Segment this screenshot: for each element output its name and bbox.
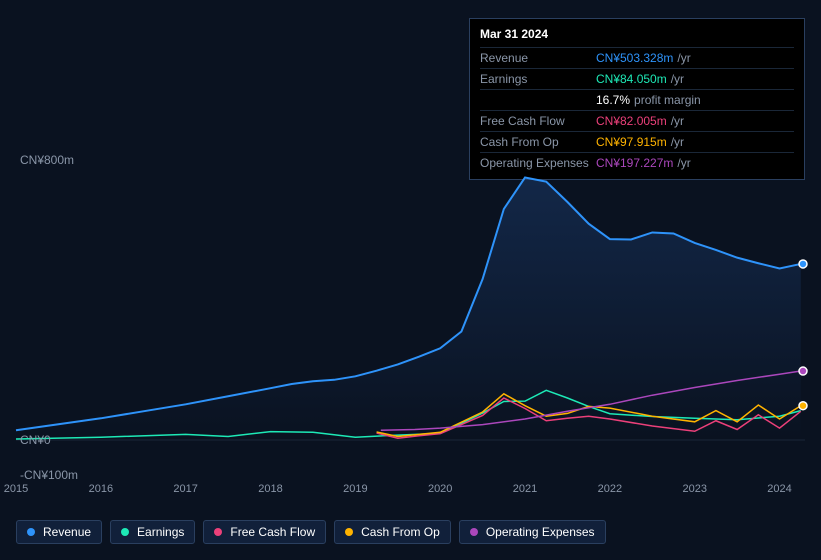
x-tick-label: 2016 <box>89 483 113 495</box>
tooltip-row: Free Cash FlowCN¥82.005m/yr <box>480 110 794 131</box>
tooltip-label <box>480 93 596 107</box>
tooltip-label: Cash From Op <box>480 135 596 149</box>
x-tick-label: 2017 <box>173 483 197 495</box>
chart-legend: Revenue Earnings Free Cash Flow Cash From O… <box>16 520 606 544</box>
tooltip-row: 16.7% profit margin <box>480 89 794 110</box>
end-marker-opex <box>799 367 807 375</box>
tooltip-row: RevenueCN¥503.328m/yr <box>480 47 794 68</box>
tooltip-value: 16.7% <box>596 93 630 107</box>
x-tick-label: 2024 <box>767 483 791 495</box>
legend-item-fcf[interactable]: Free Cash Flow <box>203 520 326 544</box>
legend-label: Cash From Op <box>361 525 440 539</box>
tooltip-value: CN¥82.005m <box>596 114 667 128</box>
legend-dot-icon <box>27 528 35 536</box>
x-tick-label: 2020 <box>428 483 452 495</box>
x-tick-label: 2021 <box>513 483 537 495</box>
tooltip-suffix: /yr <box>677 51 690 65</box>
legend-item-revenue[interactable]: Revenue <box>16 520 102 544</box>
tooltip-suffix: profit margin <box>634 93 701 107</box>
legend-item-cfo[interactable]: Cash From Op <box>334 520 451 544</box>
legend-label: Earnings <box>137 525 184 539</box>
x-tick-label: 2023 <box>682 483 706 495</box>
legend-label: Revenue <box>43 525 91 539</box>
y-tick-label: CN¥0 <box>20 433 51 447</box>
legend-label: Free Cash Flow <box>230 525 315 539</box>
legend-label: Operating Expenses <box>486 525 595 539</box>
end-marker-cfo <box>799 402 807 410</box>
tooltip-value: CN¥97.915m <box>596 135 667 149</box>
x-tick-label: 2022 <box>598 483 622 495</box>
legend-dot-icon <box>345 528 353 536</box>
x-tick-label: 2015 <box>4 483 28 495</box>
legend-dot-icon <box>470 528 478 536</box>
tooltip-suffix: /yr <box>671 114 684 128</box>
tooltip-suffix: /yr <box>671 135 684 149</box>
tooltip-label: Free Cash Flow <box>480 114 596 128</box>
tooltip-date: Mar 31 2024 <box>480 23 794 47</box>
tooltip-label: Revenue <box>480 51 596 65</box>
y-tick-label: -CN¥100m <box>20 468 78 482</box>
legend-dot-icon <box>121 528 129 536</box>
line-chart: CN¥800mCN¥0-CN¥100m <box>16 160 805 475</box>
legend-item-opex[interactable]: Operating Expenses <box>459 520 606 544</box>
tooltip-value: CN¥503.328m <box>596 51 673 65</box>
tooltip-label: Earnings <box>480 72 596 86</box>
legend-dot-icon <box>214 528 222 536</box>
tooltip-value: CN¥84.050m <box>596 72 667 86</box>
tooltip-row: EarningsCN¥84.050m/yr <box>480 68 794 89</box>
tooltip-row: Cash From OpCN¥97.915m/yr <box>480 131 794 152</box>
page-root: Mar 31 2024 RevenueCN¥503.328m/yrEarning… <box>0 0 821 560</box>
legend-item-earnings[interactable]: Earnings <box>110 520 195 544</box>
data-tooltip: Mar 31 2024 RevenueCN¥503.328m/yrEarning… <box>469 18 805 180</box>
x-tick-label: 2019 <box>343 483 367 495</box>
x-tick-label: 2018 <box>258 483 282 495</box>
end-marker-revenue <box>799 260 807 268</box>
y-tick-label: CN¥800m <box>20 153 74 167</box>
tooltip-suffix: /yr <box>671 72 684 86</box>
